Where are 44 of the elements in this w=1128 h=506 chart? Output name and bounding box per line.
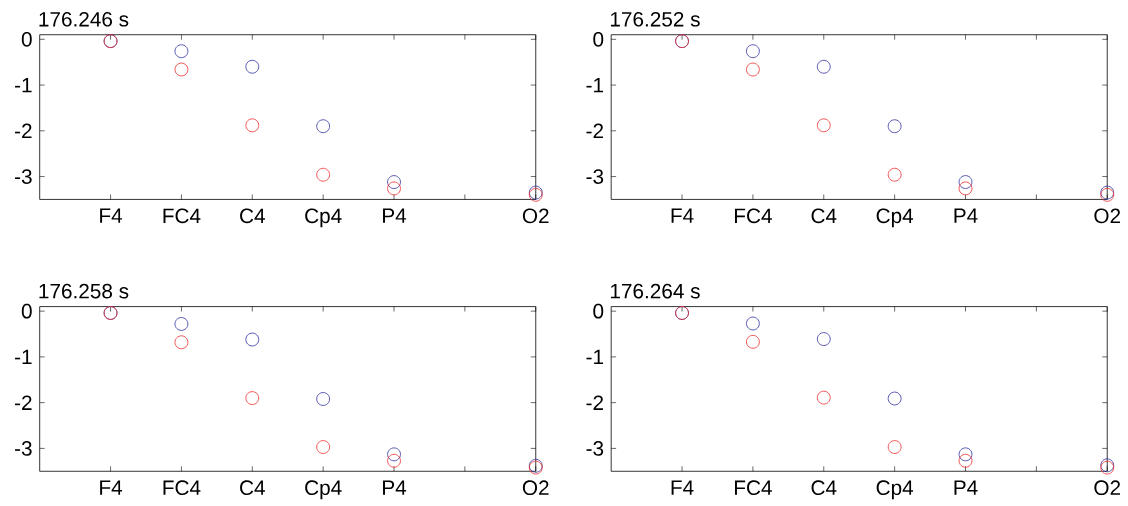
- y-tick-label: -2: [15, 395, 32, 410]
- x-tick-label: C4: [240, 208, 265, 224]
- x-tick-label: F4: [671, 208, 694, 223]
- y-tick-label: -2: [15, 123, 32, 138]
- y-tick-label: -3: [15, 441, 32, 456]
- y-tick-label: -1: [15, 77, 32, 93]
- x-tick-label: O2: [522, 208, 549, 224]
- chart-title: 176.246 s: [39, 11, 129, 27]
- y-tick-label: 0: [593, 303, 604, 319]
- y-tick-label: -2: [586, 123, 604, 138]
- x-tick-label: Cp4: [305, 480, 342, 500]
- x-tick-label: Cp4: [876, 208, 914, 228]
- x-tick-label: C4: [240, 480, 265, 496]
- x-tick-label: P4: [383, 208, 407, 223]
- x-tick-label: C4: [811, 480, 837, 496]
- y-tick-label: -3: [15, 169, 32, 184]
- chart-title: 176.252 s: [610, 11, 700, 27]
- y-tick-label: -1: [586, 77, 604, 93]
- x-tick-label: O2: [522, 480, 549, 496]
- y-tick-label: 0: [593, 31, 604, 47]
- y-tick-label: -2: [586, 395, 604, 410]
- y-tick-label: 0: [21, 303, 32, 319]
- x-tick-label: P4: [954, 480, 978, 495]
- x-tick-label: FC4: [163, 208, 201, 224]
- x-tick-label: F4: [100, 480, 123, 495]
- x-tick-label: FC4: [735, 208, 772, 224]
- y-tick-label: -3: [586, 441, 604, 456]
- x-tick-label: FC4: [163, 480, 201, 496]
- x-tick-label: FC4: [735, 480, 772, 496]
- y-tick-label: -3: [586, 169, 604, 184]
- y-tick-label: -1: [586, 349, 604, 364]
- x-tick-label: C4: [811, 208, 837, 224]
- x-tick-label: O2: [1094, 480, 1121, 496]
- y-tick-label: -1: [15, 349, 32, 364]
- x-tick-label: F4: [100, 208, 123, 223]
- x-tick-label: P4: [954, 208, 978, 223]
- y-tick-label: 0: [21, 31, 32, 47]
- x-tick-label: Cp4: [305, 208, 342, 228]
- x-tick-label: Cp4: [876, 480, 914, 500]
- chart-title: 176.258 s: [39, 283, 129, 299]
- x-tick-label: O2: [1094, 208, 1121, 224]
- x-tick-label: F4: [671, 480, 694, 495]
- chart-title: 176.264 s: [610, 283, 700, 299]
- x-tick-label: P4: [383, 480, 407, 495]
